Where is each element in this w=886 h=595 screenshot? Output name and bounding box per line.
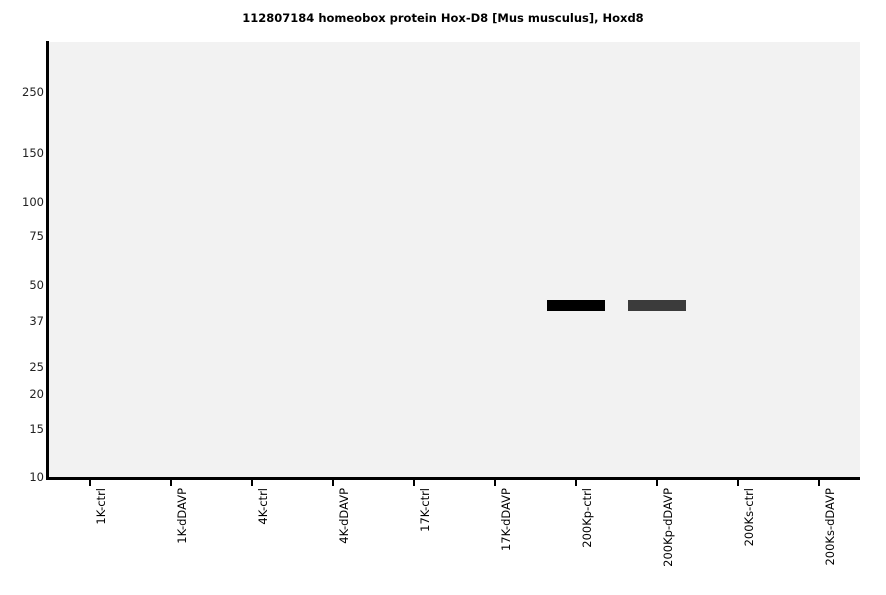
x-tick-label-200ks-ctrl: 200Ks-ctrl: [742, 488, 757, 547]
y-tick-label: 100: [22, 194, 44, 209]
y-tick-label: 50: [29, 277, 44, 292]
x-tick-label-17k-ddavp: 17K-dDAVP: [499, 488, 514, 552]
x-tick-mark: [169, 480, 172, 486]
y-tick-label: 250: [22, 85, 44, 100]
x-tick-mark: [575, 480, 578, 486]
y-tick-label: 37: [29, 313, 44, 328]
x-tick-mark: [656, 480, 659, 486]
y-tick-label: 15: [29, 421, 44, 436]
x-tick-label-4k-ctrl: 4K-ctrl: [255, 488, 270, 525]
x-tick-label-1k-ddavp: 1K-dDAVP: [174, 488, 189, 544]
y-tick-label: 10: [29, 470, 44, 484]
x-tick-label-1k-ctrl: 1K-ctrl: [93, 488, 108, 525]
x-tick-label-200kp-ddavp: 200Kp-dDAVP: [661, 488, 676, 567]
x-tick-mark: [818, 480, 821, 486]
x-tick-label-17k-ctrl: 17K-ctrl: [417, 488, 432, 532]
gel-band: [546, 299, 606, 311]
x-tick-mark: [250, 480, 253, 486]
x-tick-label-200kp-ctrl: 200Kp-ctrl: [580, 488, 595, 548]
chart-title: 112807184 homeobox protein Hox-D8 [Mus m…: [242, 11, 644, 25]
x-tick-label-200ks-ddavp: 200Ks-dDAVP: [823, 488, 838, 566]
x-tick-mark: [737, 480, 740, 486]
x-tick-label-4k-ddavp: 4K-dDAVP: [336, 488, 351, 544]
x-tick-mark: [494, 480, 497, 486]
y-tick-label: 150: [22, 146, 44, 161]
plot-area: [49, 42, 860, 477]
x-tick-mark: [412, 480, 415, 486]
y-tick-label: 20: [29, 387, 44, 402]
x-axis-line: [46, 477, 860, 480]
y-tick-label: 75: [29, 229, 44, 244]
x-tick-mark: [331, 480, 334, 486]
x-tick-mark: [88, 480, 91, 486]
y-axis-line: [46, 41, 49, 478]
y-axis-tick-labels: 250 150 100 75 50 37 25 20 15 10: [0, 0, 44, 595]
y-tick-label: 25: [29, 360, 44, 375]
gel-band: [628, 299, 687, 311]
